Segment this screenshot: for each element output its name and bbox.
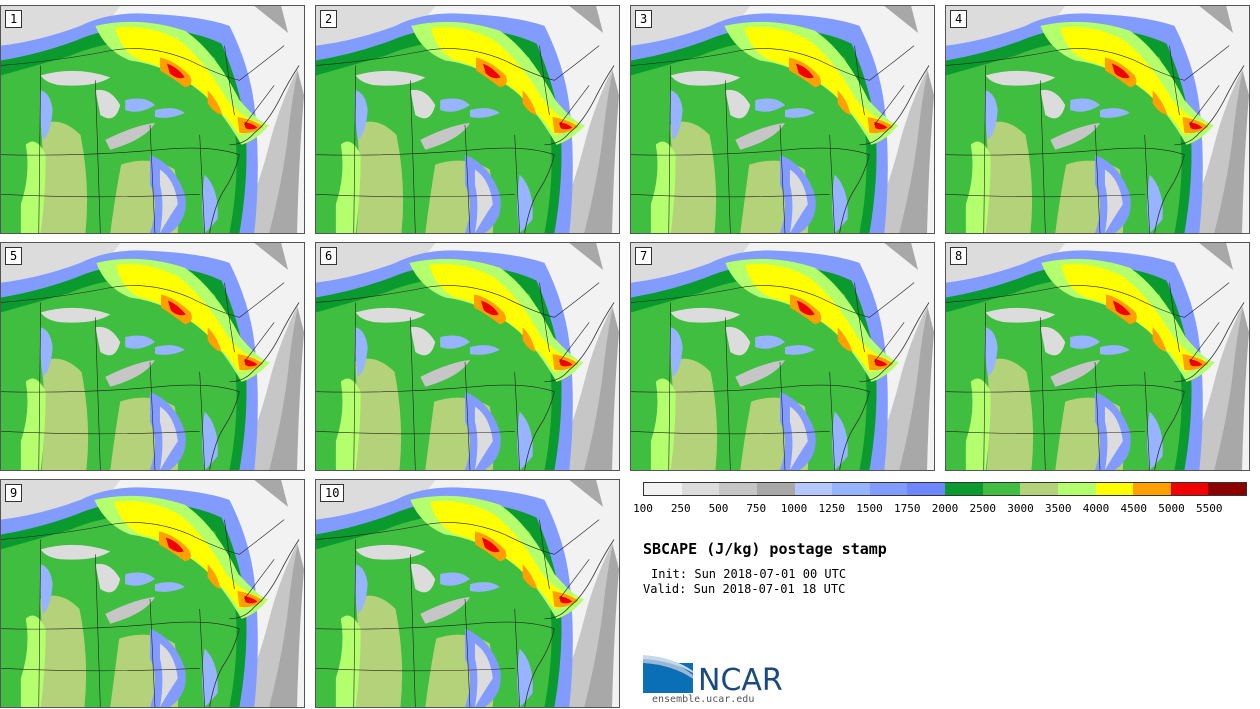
member-label: 6 bbox=[320, 247, 338, 265]
colorbar-tick-label: 2500 bbox=[969, 502, 997, 515]
init-time: Init: Sun 2018-07-01 00 UTC bbox=[651, 567, 847, 581]
map-panel-6: 6 bbox=[315, 242, 620, 471]
colorbar-segment bbox=[756, 483, 795, 495]
colorbar-tick-label: 500 bbox=[708, 502, 729, 515]
colorbar-segment bbox=[982, 483, 1021, 495]
colorbar-tick-label: 4000 bbox=[1082, 502, 1110, 515]
colorbar-tick-label: 2000 bbox=[931, 502, 959, 515]
member-label: 9 bbox=[5, 484, 23, 502]
member-label: 7 bbox=[635, 247, 653, 265]
cape-map bbox=[946, 243, 1249, 470]
valid-time: Valid: Sun 2018-07-01 18 UTC bbox=[643, 582, 846, 596]
map-panel-10: 10 bbox=[315, 479, 620, 708]
colorbar-tick-label: 1250 bbox=[818, 502, 846, 515]
cape-map bbox=[946, 6, 1249, 233]
member-label: 8 bbox=[950, 247, 968, 265]
cape-map bbox=[1, 6, 304, 233]
cape-map bbox=[631, 243, 934, 470]
cape-map bbox=[316, 6, 619, 233]
member-label: 1 bbox=[5, 10, 23, 28]
map-panel-8: 8 bbox=[945, 242, 1250, 471]
map-panel-7: 7 bbox=[630, 242, 935, 471]
map-panel-3: 3 bbox=[630, 5, 935, 234]
map-panel-9: 9 bbox=[0, 479, 305, 708]
colorbar-segment bbox=[869, 483, 908, 495]
colorbar-segment bbox=[794, 483, 833, 495]
colorbar-tick-label: 1500 bbox=[856, 502, 883, 515]
colorbar-segment bbox=[832, 483, 870, 495]
cape-map bbox=[316, 480, 619, 707]
colorbar-segment bbox=[1208, 483, 1246, 495]
member-label: 2 bbox=[320, 10, 338, 28]
colorbar-tick-label: 1750 bbox=[894, 502, 921, 515]
map-panel-5: 5 bbox=[0, 242, 305, 471]
colorbar-segment bbox=[1133, 483, 1171, 495]
cape-map bbox=[1, 480, 304, 707]
cape-map bbox=[631, 6, 934, 233]
map-panel-2: 2 bbox=[315, 5, 620, 234]
colorbar-segment bbox=[945, 483, 983, 495]
map-panel-1: 1 bbox=[0, 5, 305, 234]
cape-map bbox=[316, 243, 619, 470]
colorbar-tick-label: 100 bbox=[633, 502, 653, 515]
colorbar-tick-label: 5500 bbox=[1196, 502, 1223, 515]
ncar-logo-text: NCAR bbox=[698, 663, 783, 698]
colorbar-segment bbox=[1170, 483, 1209, 495]
colorbar-segment bbox=[1020, 483, 1058, 495]
colorbar-segment bbox=[681, 483, 720, 495]
colorbar-tick-label: 3500 bbox=[1045, 502, 1072, 515]
colorbar-tick-label: 4500 bbox=[1120, 502, 1148, 515]
ncar-logo-icon bbox=[643, 655, 693, 693]
colorbar-tick-label: 1000 bbox=[780, 502, 808, 515]
member-label: 5 bbox=[5, 247, 23, 265]
colorbar-segment bbox=[644, 483, 682, 495]
colorbar-segment bbox=[907, 483, 945, 495]
colorbar-segment bbox=[1057, 483, 1096, 495]
colorbar-tick-label: 5000 bbox=[1158, 502, 1185, 515]
cape-map bbox=[1, 243, 304, 470]
member-label: 4 bbox=[950, 10, 968, 28]
page-title: SBCAPE (J/kg) postage stamp bbox=[643, 540, 887, 558]
colorbar bbox=[643, 482, 1247, 496]
colorbar-segment bbox=[719, 483, 757, 495]
colorbar-tick-label: 3000 bbox=[1007, 502, 1034, 515]
colorbar-tick-label: 250 bbox=[670, 502, 691, 515]
colorbar-labels: 100 250 500 750 1000 1250 1500 1750 2000 2500 3000… bbox=[633, 502, 1247, 516]
logo-url: ensemble.ucar.edu bbox=[652, 694, 755, 705]
colorbar-segment bbox=[1095, 483, 1134, 495]
member-label: 10 bbox=[320, 484, 345, 502]
colorbar-tick-label: 750 bbox=[746, 502, 767, 515]
map-panel-4: 4 bbox=[945, 5, 1250, 234]
member-label: 3 bbox=[635, 10, 653, 28]
